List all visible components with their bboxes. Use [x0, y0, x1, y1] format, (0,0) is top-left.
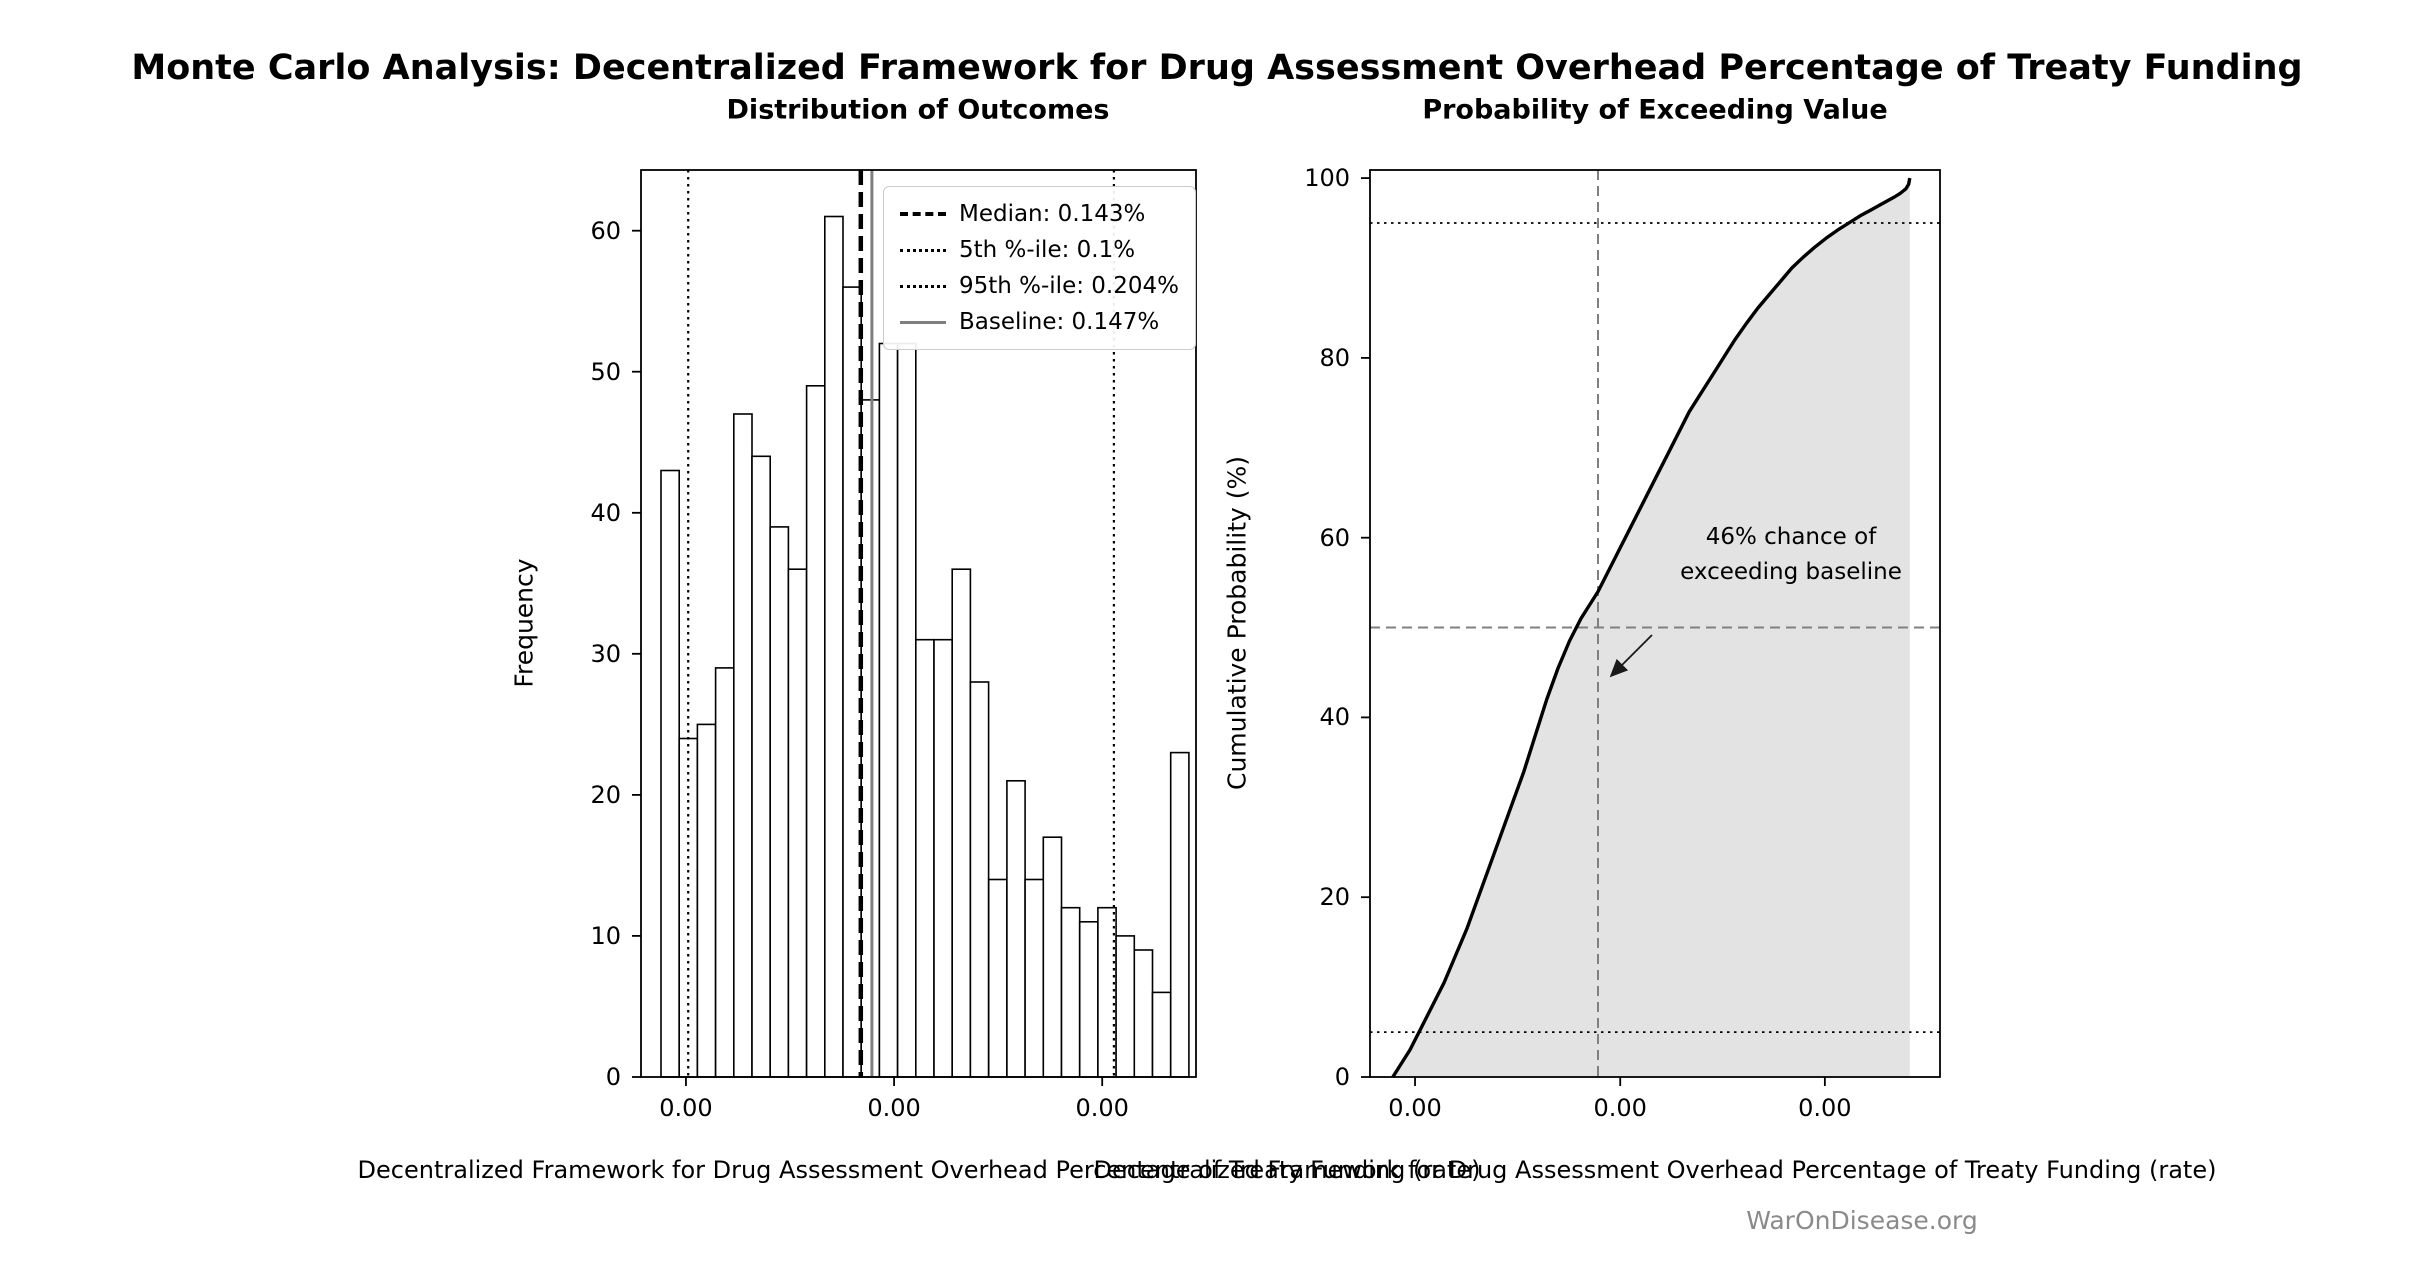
axes-spines [1369, 169, 1941, 1078]
left-y-tick-label: 50 [590, 357, 621, 386]
histogram-bar [933, 638, 954, 1078]
right-y-tick-label: 80 [1319, 343, 1350, 372]
left-x-axis-label: Decentralized Framework for Drug Assessm… [357, 1156, 1481, 1184]
cdf-annotation: 46% chance of exceeding baseline [1680, 524, 1902, 585]
histogram-bar [878, 342, 899, 1078]
legend-label-baseline: Baseline: 0.147% [958, 309, 1160, 335]
left-y-tick-label: 60 [590, 216, 621, 245]
histogram-bar [824, 215, 844, 1078]
histogram-plot [632, 169, 1197, 1086]
histogram-bar [1115, 935, 1136, 1078]
histogram-bar [860, 399, 881, 1078]
histogram-bar [914, 638, 935, 1078]
right-x-tick-label: 0.00 [1593, 1094, 1647, 1122]
right-x-tick-label: 0.00 [1388, 1094, 1442, 1122]
histogram-bar [842, 286, 863, 1078]
histogram-bar [696, 723, 717, 1078]
histogram-bar [714, 667, 735, 1078]
histogram-bar [751, 455, 772, 1078]
right-x-tick-label: 0.00 [1798, 1094, 1852, 1122]
left-y-tick-label: 40 [590, 498, 621, 527]
histogram-bar [1024, 878, 1045, 1078]
cdf-plot [1361, 169, 1941, 1086]
histogram-bar [1078, 920, 1099, 1078]
legend-row-baseline: Baseline: 0.147% [899, 307, 1179, 337]
cdf-curve [1391, 177, 1912, 1078]
axes-spines [640, 169, 1197, 1078]
histogram-bar [951, 568, 972, 1078]
left-y-tick-label: 0 [605, 1063, 621, 1091]
legend-label-median: Median: 0.143% [958, 201, 1146, 227]
histogram-bar [1060, 906, 1081, 1078]
right-y-tick-label: 0 [1334, 1063, 1350, 1091]
histogram-bar [896, 342, 917, 1078]
median-line-sample-icon [899, 212, 946, 216]
histogram-bar [660, 469, 681, 1078]
left-y-tick-label: 20 [590, 780, 621, 809]
left-y-axis-label: Frequency [509, 558, 539, 688]
p5-line-sample-icon [899, 248, 946, 252]
legend-row-p95: 95th %-ile: 0.204% [899, 271, 1179, 301]
histogram-bar [1169, 751, 1190, 1078]
histogram-bar [1006, 779, 1026, 1078]
legend-box: Median: 0.143% 5th %-ile: 0.1% 95th %-il… [882, 186, 1196, 350]
histogram-bar [987, 878, 1008, 1078]
legend-row-p5: 5th %-ile: 0.1% [899, 235, 1179, 265]
baseline-line-sample-icon [899, 320, 946, 324]
right-x-axis-label: Decentralized Framework for Drug Assessm… [1093, 1156, 2217, 1184]
right-y-tick-label: 100 [1304, 164, 1350, 193]
histogram-bar [787, 568, 808, 1078]
histogram-bar [1133, 949, 1154, 1078]
histogram-bar [969, 681, 990, 1078]
histogram-bar [733, 413, 753, 1078]
right-y-tick-label: 40 [1319, 703, 1350, 732]
right-y-tick-label: 60 [1319, 523, 1350, 552]
watermark: WarOnDisease.org [1746, 1206, 1978, 1235]
p95-line-sample-icon [899, 284, 946, 288]
histogram-bar [1151, 991, 1172, 1078]
legend-label-p95: 95th %-ile: 0.204% [958, 273, 1179, 299]
left-y-tick-label: 10 [590, 921, 621, 950]
histogram-bar [805, 385, 826, 1078]
right-y-tick-label: 20 [1319, 883, 1350, 912]
legend-row-median: Median: 0.143% [899, 199, 1179, 229]
figure-title: Monte Carlo Analysis: Decentralized Fram… [131, 48, 2303, 88]
left-chart-title: Distribution of Outcomes [726, 94, 1110, 126]
histogram-bar [1042, 836, 1063, 1078]
histogram-bar [769, 526, 790, 1078]
left-x-tick-label: 0.00 [867, 1094, 921, 1122]
legend-label-p5: 5th %-ile: 0.1% [958, 237, 1136, 263]
left-x-tick-label: 0.00 [1075, 1094, 1129, 1122]
left-x-tick-label: 0.00 [659, 1094, 713, 1122]
right-y-axis-label: Cumulative Probability (%) [1222, 456, 1252, 790]
left-y-tick-label: 30 [590, 639, 621, 668]
annotation-arrow-icon [1609, 634, 1653, 678]
right-chart-title: Probability of Exceeding Value [1422, 94, 1888, 126]
